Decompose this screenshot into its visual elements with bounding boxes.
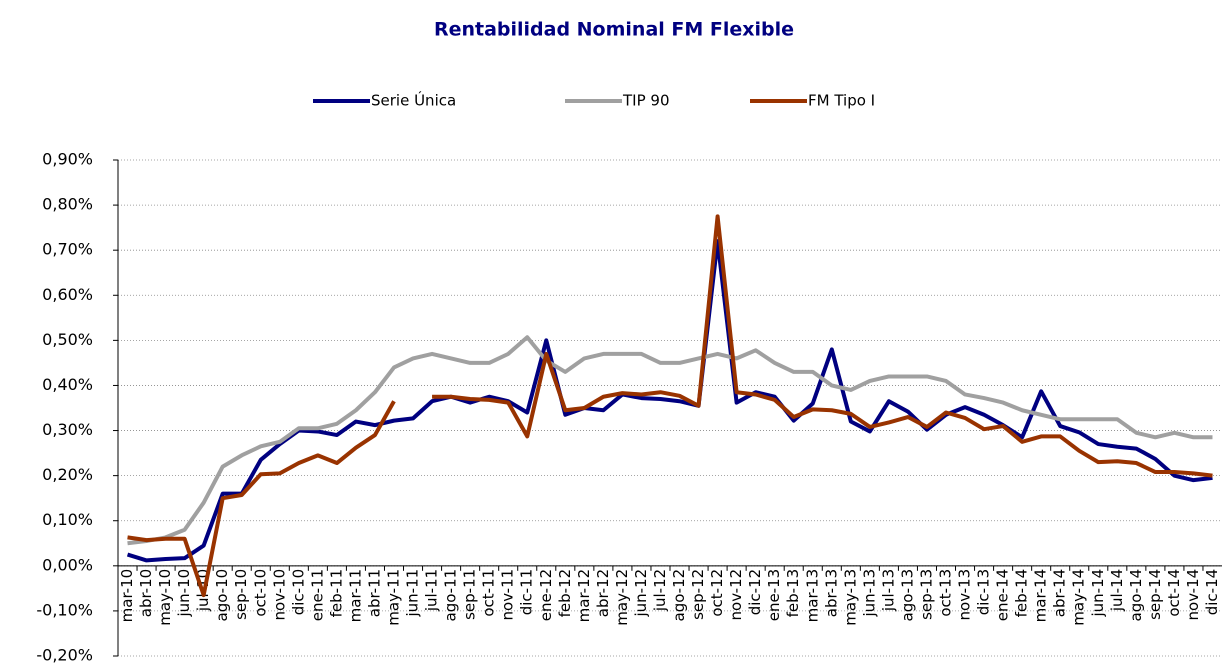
legend-label: Serie Única [371,91,456,110]
legend-label: FM Tipo I [808,92,875,110]
x-tick-label: may-12 [613,569,631,626]
x-tick-label: feb-12 [556,569,574,618]
x-tick-label: jun-11 [404,569,422,618]
y-tick-label: -0,10% [36,600,93,619]
x-tick-label: dic-14 [1203,569,1221,615]
y-tick-label: 0,50% [42,330,93,349]
y-tick-label: 0,30% [42,420,93,439]
x-tick-label: jun-13 [860,569,878,618]
x-tick-label: abr-12 [594,569,612,617]
y-tick-label: 0,70% [42,240,93,259]
x-tick-label: sep-10 [232,569,250,620]
x-tick-label: ene-12 [537,569,555,621]
x-tick-label: abr-10 [137,569,155,617]
x-tick-label: sep-11 [461,569,479,620]
x-tick-label: ago-13 [898,569,916,622]
series-line [127,214,1213,598]
x-tick-label: nov-10 [270,569,288,621]
x-tick-label: oct-10 [251,569,269,617]
x-tick-label: may-14 [1070,569,1088,626]
legend-label: TIP 90 [622,92,670,110]
x-tick-label: jun-12 [632,569,650,618]
x-tick-label: dic-10 [289,569,307,615]
x-tick-label: feb-14 [1013,569,1031,618]
x-tick-label: mar-11 [346,569,364,623]
x-tick-label: dic-13 [975,569,993,615]
x-tick-label: sep-12 [689,569,707,620]
y-tick-label: 0,80% [42,195,93,214]
series-line [126,239,1213,563]
x-tick-label: nov-11 [499,569,517,621]
series-line [127,335,1213,546]
y-tick-label: 0,90% [42,150,93,169]
y-tick-label: 0,00% [42,555,93,574]
x-tick-label: oct-12 [708,569,726,617]
y-tick-label: 0,40% [42,375,93,394]
x-tick-label: jul-11 [423,569,441,612]
x-tick-label: nov-13 [956,569,974,621]
x-tick-label: oct-13 [937,569,955,617]
x-tick-label: mar-12 [575,569,593,623]
x-tick-label: ago-12 [670,569,688,622]
x-tick-label: ene-13 [765,569,783,621]
x-tick-label: jun-10 [175,569,193,618]
x-tick-label: jul-13 [879,569,897,612]
x-tick-label: mar-10 [118,569,136,623]
x-tick-label: sep-13 [917,569,935,620]
x-tick-label: may-10 [156,569,174,626]
x-tick-label: mar-14 [1032,569,1050,623]
x-tick-label: sep-14 [1146,569,1164,620]
y-tick-label: 0,20% [42,465,93,484]
y-tick-label: 0,10% [42,510,93,529]
x-tick-label: jun-14 [1089,569,1107,618]
x-tick-label: ene-11 [308,569,326,621]
x-tick-label: may-11 [385,569,403,626]
x-tick-label: feb-11 [327,569,345,618]
x-tick-label: jul-12 [651,569,669,612]
x-tick-label: may-13 [841,569,859,626]
x-tick-label: abr-13 [822,569,840,617]
x-tick-label: nov-14 [1184,569,1202,621]
x-tick-label: ago-11 [442,569,460,622]
x-tick-label: abr-14 [1051,569,1069,617]
x-tick-label: nov-12 [727,569,745,621]
x-tick-label: feb-13 [784,569,802,618]
chart-title: Rentabilidad Nominal FM Flexible [434,19,794,41]
x-tick-label: dic-12 [746,569,764,615]
y-tick-label: -0,20% [36,646,93,665]
x-tick-label: jul-14 [1108,569,1126,612]
y-tick-label: 0,60% [42,285,93,304]
x-tick-label: oct-11 [480,569,498,617]
x-tick-label: mar-13 [803,569,821,623]
x-tick-label: ago-14 [1127,569,1145,622]
x-tick-label: dic-11 [518,569,536,615]
x-tick-label: ene-14 [994,569,1012,621]
x-tick-label: oct-14 [1165,569,1183,617]
x-tick-label: ago-10 [213,569,231,622]
x-tick-label: abr-11 [365,569,383,617]
